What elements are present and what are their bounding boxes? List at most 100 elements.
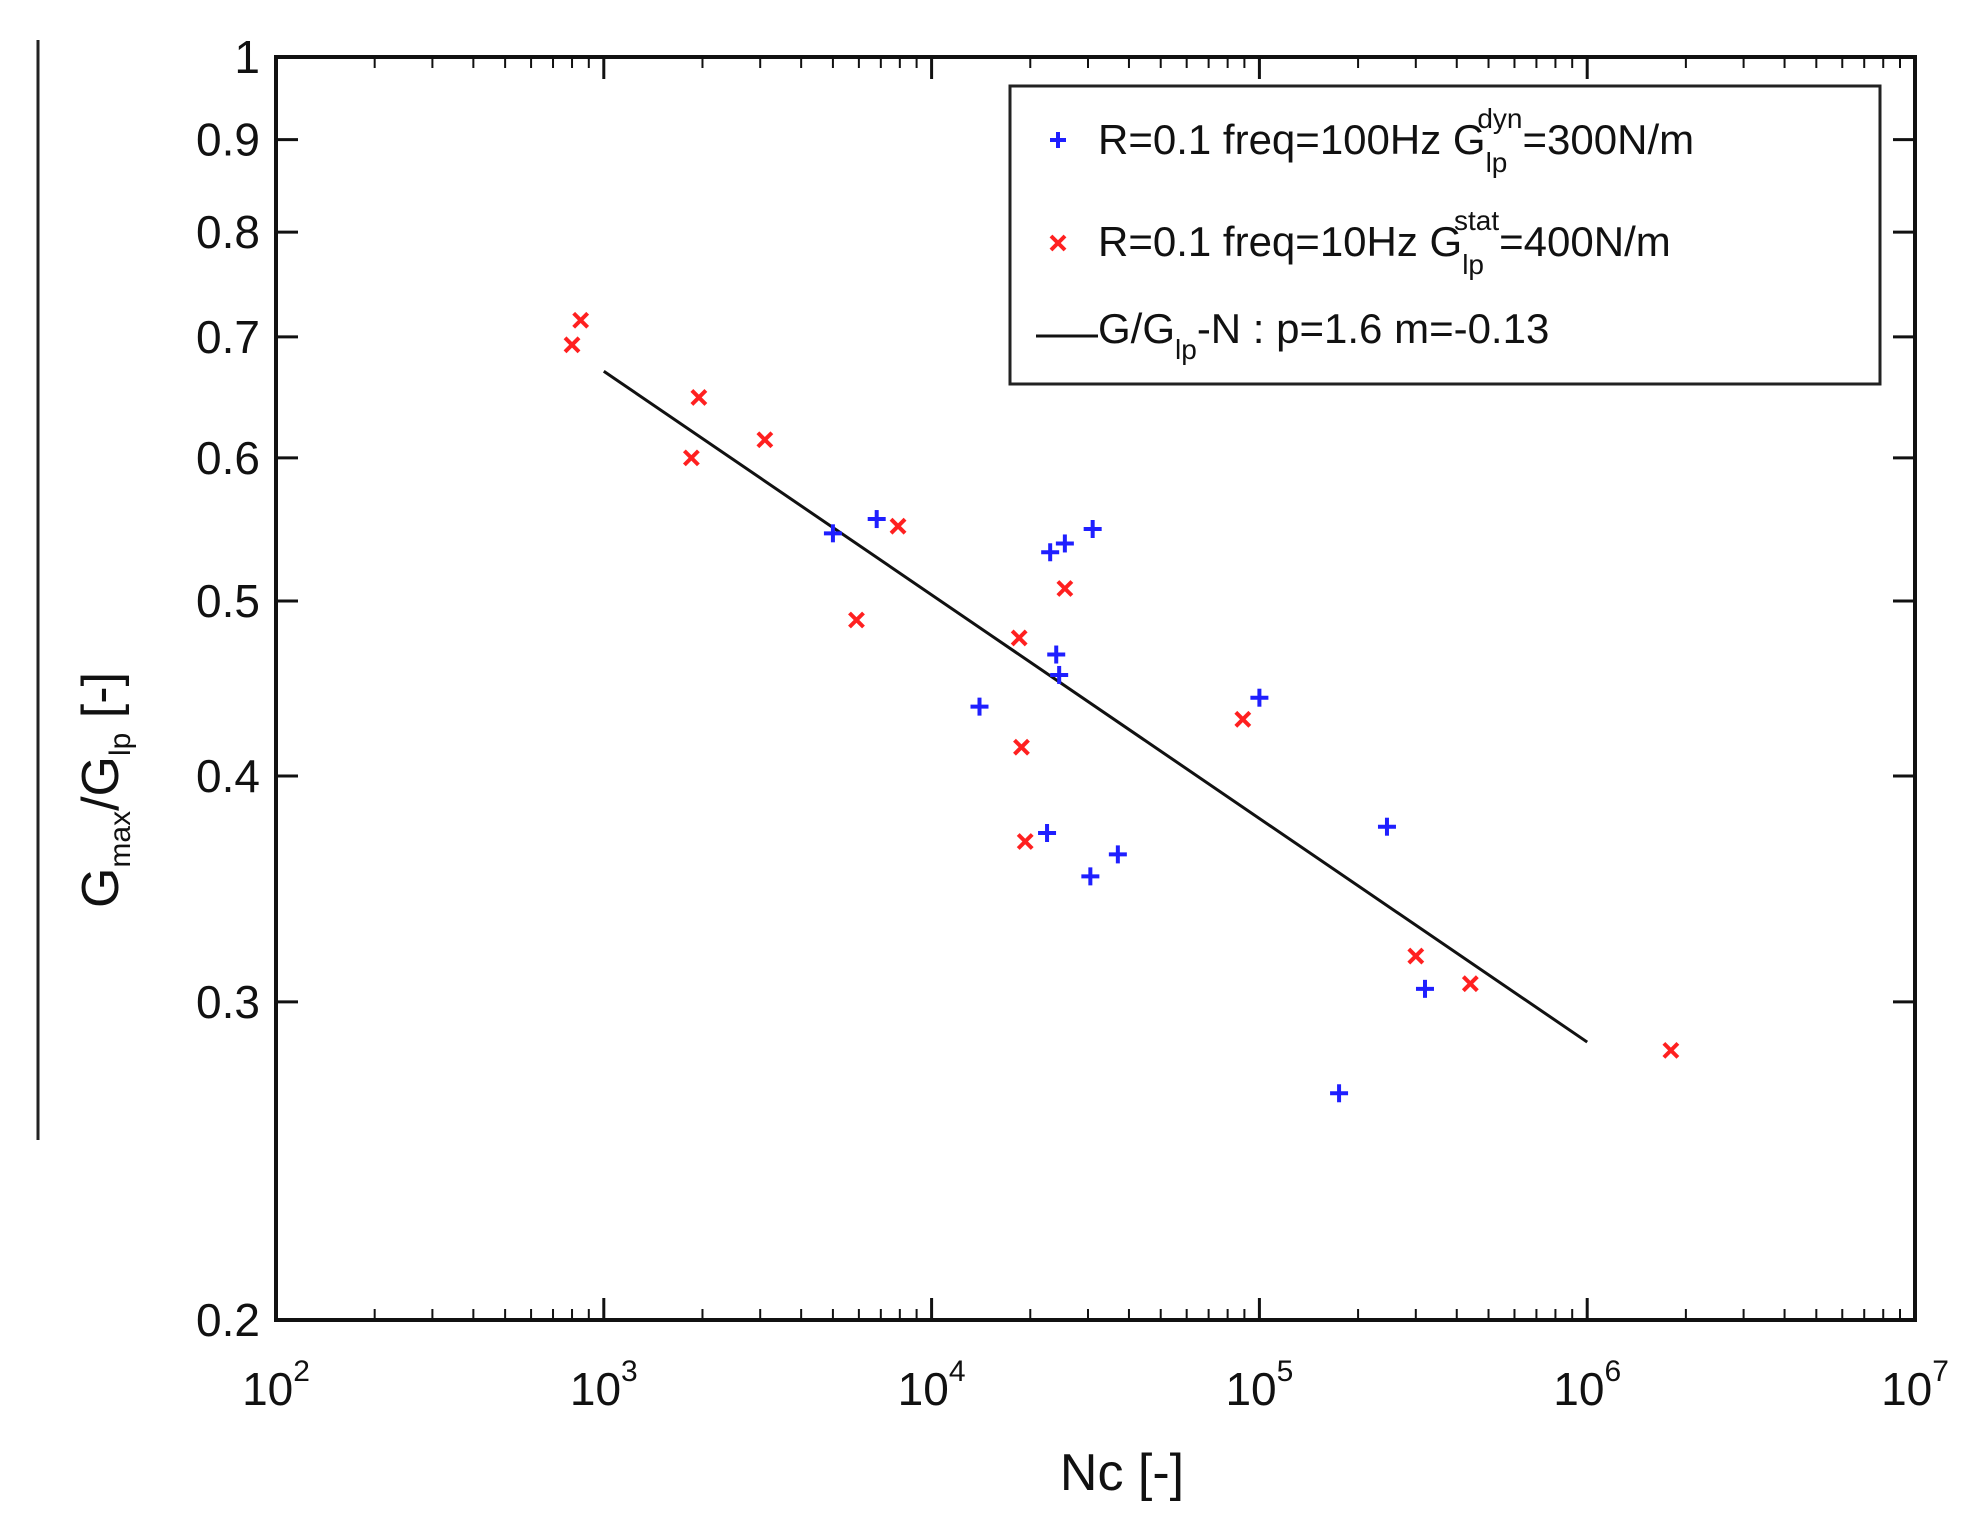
point-x — [1056, 580, 1074, 597]
legend-label-blue-prefix: R=0.1 freq=100Hz G — [1098, 116, 1486, 163]
point-x — [889, 517, 907, 535]
legend-item-blue: R=0.1 freq=100Hz Glp dyn=300N/m — [1050, 103, 1694, 178]
point-x-b — [848, 611, 865, 629]
legend-label-fit-prefix: G/G — [1098, 305, 1175, 352]
svg-text:R=0.1 freq=10Hz Glpstat=400N/m: R=0.1 freq=10Hz Glp stat=400N/m — [1098, 205, 1671, 280]
y-axis-title: Gmax/Glp [-] — [72, 672, 137, 908]
x-tick-label: 105 — [1225, 1355, 1293, 1415]
y-tick-label: 0.2 — [196, 1294, 260, 1346]
legend-label-blue-sup: dyn — [1477, 103, 1522, 134]
point-x-b — [690, 389, 708, 406]
y-tick-label: 0.9 — [196, 114, 260, 166]
legend-marker-x — [1049, 234, 1067, 252]
point-plus — [1250, 688, 1269, 707]
point-x — [1407, 947, 1425, 965]
point-x — [1234, 710, 1252, 728]
plot-frame — [274, 55, 1917, 1322]
legend-label-red-prefix: R=0.1 freq=10Hz G — [1098, 218, 1462, 265]
x-axis: 102 103 104 105 106 107 — [242, 57, 1949, 1415]
point-x — [1662, 1041, 1680, 1059]
legend-item-red: R=0.1 freq=10Hz Glp stat=400N/m — [1049, 205, 1671, 280]
legend-label-blue-suffix: =300N/m — [1523, 116, 1695, 163]
point-x — [1013, 738, 1030, 756]
point-plus — [1415, 979, 1434, 998]
point-x — [690, 389, 708, 406]
point-x — [1016, 833, 1034, 850]
point-plus — [1083, 520, 1102, 539]
point-x — [682, 449, 700, 467]
point-plus — [1038, 824, 1057, 843]
point-x-b — [1461, 975, 1479, 993]
x-tick-exponent: 7 — [1932, 1355, 1949, 1388]
y-tick-label: 0.7 — [196, 311, 260, 363]
data-points — [563, 311, 1680, 1103]
point-x-b — [563, 336, 581, 354]
point-x-b — [1407, 947, 1425, 965]
y-title-slash-sub: lp — [104, 733, 137, 756]
y-tick-label: 0.6 — [196, 432, 260, 484]
point-plus — [1081, 867, 1100, 886]
point-plus — [823, 524, 842, 543]
legend-label-fit-sub: lp — [1175, 334, 1197, 365]
x-tick-exponent: 6 — [1604, 1355, 1621, 1388]
x-tick-label: 104 — [898, 1355, 966, 1415]
point-plus — [1050, 665, 1069, 684]
point-x-b — [1013, 738, 1030, 756]
y-title-unit: [-] — [72, 672, 130, 733]
point-x — [1010, 629, 1028, 647]
point-plus — [1330, 1084, 1349, 1103]
point-x-b — [756, 431, 774, 449]
legend: R=0.1 freq=100Hz Glpdyn=300N/m R=0.1 fre… — [1008, 84, 1882, 386]
y-title-main-sub: max — [104, 811, 137, 868]
y-title-main: G — [72, 868, 130, 908]
point-x-b — [1662, 1041, 1680, 1059]
point-x-b — [1016, 833, 1034, 850]
x-tick-exponent: 5 — [1277, 1355, 1294, 1388]
x-tick-label: 103 — [570, 1355, 638, 1415]
point-x — [572, 311, 590, 329]
x-tick-label: 102 — [242, 1355, 310, 1415]
point-plus — [1108, 845, 1127, 864]
point-plus — [1377, 817, 1396, 836]
legend-label-fit-suffix: -N : p=1.6 m=-0.13 — [1197, 305, 1550, 352]
y-tick-label: 0.8 — [196, 206, 260, 258]
x-tick-label: 107 — [1881, 1355, 1949, 1415]
svg-text:R=0.1 freq=100Hz Glpdyn=300N/m: R=0.1 freq=100Hz Glp dyn=300N/m — [1098, 103, 1694, 178]
x-tick-exponent: 2 — [293, 1355, 310, 1388]
point-plus — [1047, 645, 1066, 664]
x-tick-base: 10 — [1225, 1363, 1276, 1415]
legend-label-red-sup: stat — [1454, 205, 1499, 236]
x-tick-base: 10 — [242, 1363, 293, 1415]
fit-line-series — [602, 370, 1589, 1044]
point-plus — [867, 510, 886, 529]
point-x-b — [889, 517, 907, 535]
point-x-b — [1010, 629, 1028, 647]
x-tick-exponent: 4 — [949, 1355, 966, 1388]
y-tick-label: 0.4 — [196, 750, 260, 802]
point-x — [563, 336, 581, 354]
x-tick-label: 106 — [1553, 1355, 1621, 1415]
point-x-b — [1234, 710, 1252, 728]
legend-label-blue-sub: lp — [1486, 147, 1508, 178]
point-x-b — [682, 449, 700, 467]
point-x-b — [1056, 580, 1074, 597]
x-tick-base: 10 — [1553, 1363, 1604, 1415]
x-tick-base: 10 — [570, 1363, 621, 1415]
y-tick-label: 1 — [234, 31, 260, 83]
point-x — [756, 431, 774, 449]
legend-label-red-sub: lp — [1462, 249, 1484, 280]
plot-area — [274, 55, 1917, 1322]
x-tick-exponent: 3 — [621, 1355, 638, 1388]
x-tick-base: 10 — [898, 1363, 949, 1415]
fit-line — [602, 370, 1589, 1044]
svg-text:G/Glp-N : p=1.6 m=-0.13: G/Glp-N : p=1.6 m=-0.13 — [1098, 305, 1549, 365]
svg-text:Gmax/Glp [-]: Gmax/Glp [-] — [72, 672, 137, 908]
y-tick-label: 0.3 — [196, 976, 260, 1028]
legend-label-red-suffix: =400N/m — [1499, 218, 1671, 265]
legend-item-fit: G/Glp-N : p=1.6 m=-0.13 — [1036, 305, 1549, 365]
legend-marker-plus — [1050, 132, 1066, 148]
y-title-slash: /G — [72, 756, 130, 811]
point-x — [848, 611, 865, 629]
y-tick-label: 0.5 — [196, 575, 260, 627]
